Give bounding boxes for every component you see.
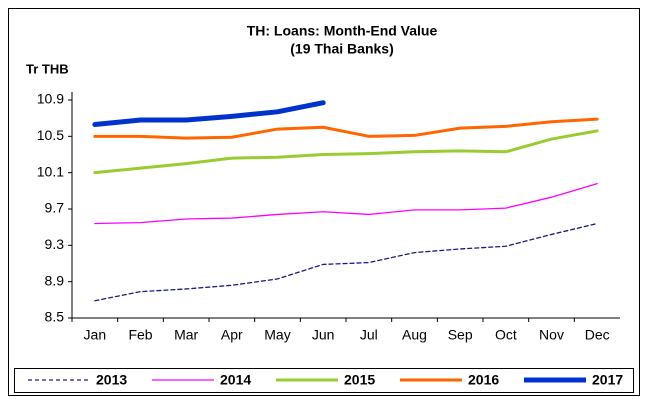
x-tick-label: Aug: [402, 327, 427, 343]
legend-label: 2016: [468, 372, 499, 388]
y-tick-label: 8.5: [45, 309, 65, 325]
line-series: [93, 129, 599, 175]
x-tick-label: Sep: [448, 327, 473, 343]
legend-label: 2015: [344, 372, 375, 388]
line-series: [93, 117, 599, 140]
y-tick-label: 10.5: [37, 127, 64, 143]
line-series: [94, 222, 598, 302]
chart-frame: [8, 8, 640, 396]
x-tick-label: Jun: [312, 327, 335, 343]
legend-label: 2014: [220, 372, 251, 388]
y-tick-label: 9.3: [45, 236, 65, 252]
y-tick-label: 9.7: [45, 200, 65, 216]
y-tick-label: 8.9: [45, 272, 65, 288]
chart-subtitle: (19 Thai Banks): [290, 41, 393, 57]
y-axis-label: Tr THB: [26, 61, 69, 76]
y-tick-label: 10.9: [37, 91, 64, 107]
x-tick-label: May: [264, 327, 290, 343]
x-tick-label: Oct: [495, 327, 517, 343]
line-series: [94, 182, 598, 225]
legend-label: 2013: [96, 372, 127, 388]
x-tick-label: Dec: [585, 327, 610, 343]
legend-label: 2017: [592, 372, 623, 388]
x-tick-label: Jan: [84, 327, 107, 343]
x-tick-label: Apr: [221, 327, 243, 343]
x-tick-label: Nov: [539, 327, 564, 343]
x-tick-label: Mar: [174, 327, 198, 343]
chart-title: TH: Loans: Month-End Value: [247, 23, 438, 39]
x-tick-label: Feb: [128, 327, 152, 343]
x-tick-label: Jul: [360, 327, 378, 343]
y-tick-label: 10.1: [37, 163, 64, 179]
line-series: [92, 100, 326, 128]
